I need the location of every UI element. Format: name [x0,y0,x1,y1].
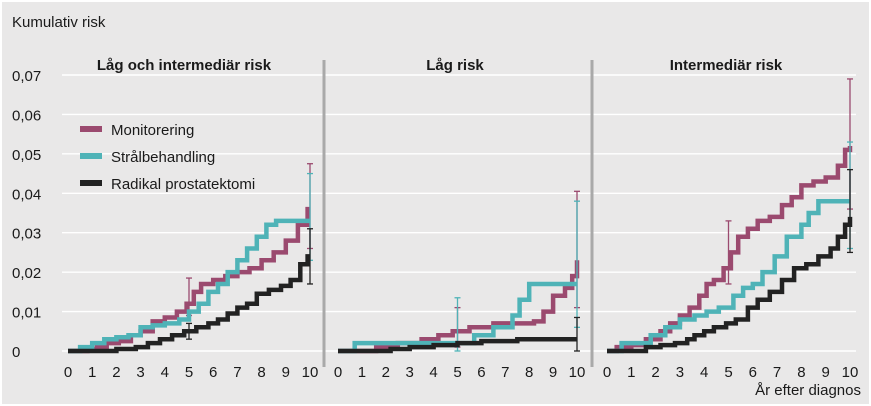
x-tick-label: 0 [603,364,611,381]
x-tick-label: 4 [429,364,437,381]
series-line [68,218,310,354]
x-tick-label: 0 [334,364,342,381]
x-tick-label: 6 [477,364,485,381]
x-tick-label: 8 [797,364,805,381]
x-tick-label: 9 [549,364,557,381]
x-tick-label: 10 [842,364,859,381]
series-line [607,216,853,354]
x-tick-label: 9 [282,364,290,381]
series-line [338,281,577,354]
y-tick-label: 0,02 [12,265,41,282]
x-tick-label: 2 [112,364,120,381]
x-tick-label: 6 [209,364,217,381]
x-tick-label: 5 [185,364,193,381]
x-tick-label: 7 [773,364,781,381]
x-tick-label: 3 [136,364,144,381]
x-tick-label: 7 [501,364,509,381]
series-line [68,206,310,354]
x-tick-label: 7 [233,364,241,381]
panel-title: Låg och intermediär risk [97,57,272,74]
x-axis-title: År efter diagnos [755,382,861,399]
legend-label: Radikal prostatektomi [111,176,255,193]
x-tick-label: 6 [749,364,757,381]
x-tick-label: 1 [358,364,366,381]
x-tick-label: 1 [627,364,635,381]
x-tick-label: 5 [453,364,461,381]
y-tick-label: 0,04 [12,186,41,203]
y-axis-title: Kumulativ risk [12,14,106,31]
x-tick-label: 5 [724,364,732,381]
x-tick-label: 0 [64,364,72,381]
x-tick-label: 10 [569,364,586,381]
x-tick-label: 1 [88,364,96,381]
series-line [607,198,850,354]
series-line [607,146,853,354]
x-tick-label: 3 [406,364,414,381]
series-line [68,254,310,354]
x-tick-label: 3 [676,364,684,381]
y-tick-label: 0 [12,344,20,361]
x-tick-label: 8 [525,364,533,381]
x-tick-label: 4 [161,364,169,381]
y-tick-label: 0,03 [12,226,41,243]
series-line [338,336,577,354]
panel-title: Intermediär risk [670,57,783,74]
x-tick-label: 10 [302,364,319,381]
x-tick-label: 9 [822,364,830,381]
legend-label: Strålbehandling [111,149,215,166]
x-tick-label: 4 [700,364,708,381]
y-tick-label: 0,05 [12,147,41,164]
x-tick-label: 2 [382,364,390,381]
x-tick-label: 8 [257,364,265,381]
y-tick-label: 0,06 [12,107,41,124]
x-tick-label: 2 [651,364,659,381]
legend-label: Monitorering [111,122,194,139]
y-tick-label: 0,07 [12,68,41,85]
y-tick-label: 0,01 [12,305,41,322]
panel-title: Låg risk [426,57,484,74]
